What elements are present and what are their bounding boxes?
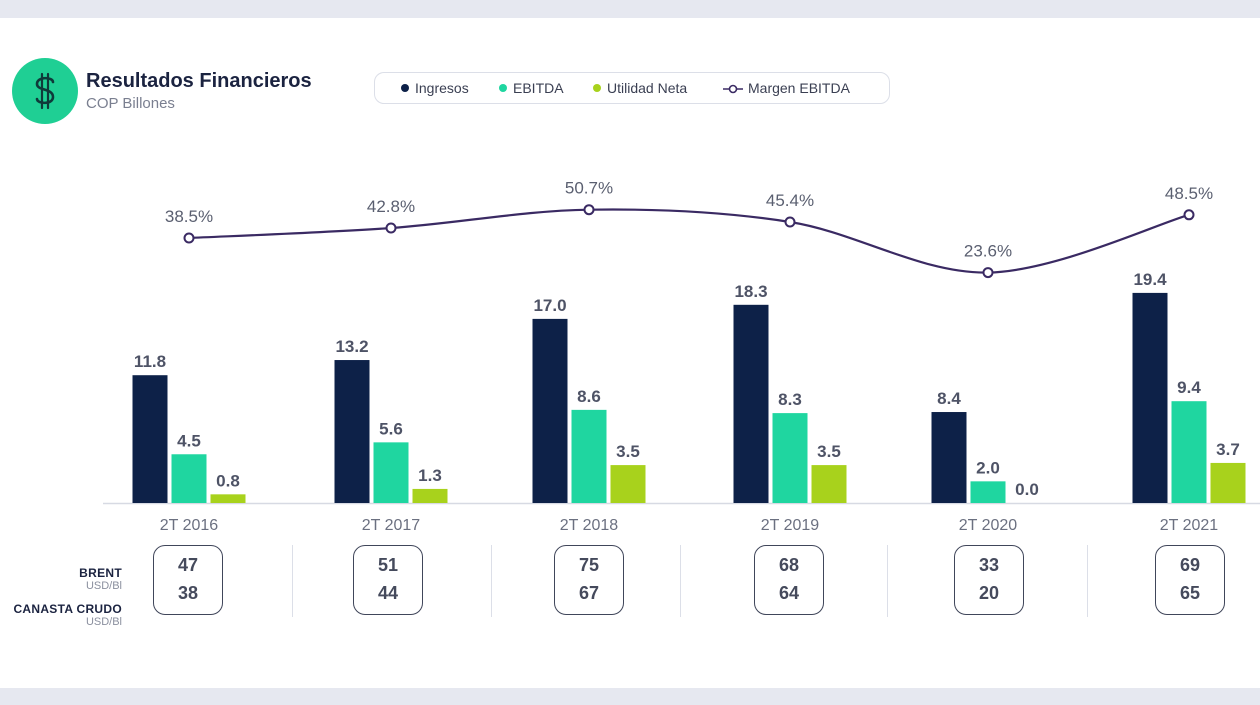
- column-separator: [887, 545, 888, 617]
- dollar-icon: [12, 58, 78, 124]
- bar-value-label: 0.8: [216, 471, 240, 490]
- legend-item-margen: Margen EBITDA: [723, 80, 850, 96]
- bar-value-label: 17.0: [533, 296, 566, 315]
- brent-price-value: 47: [177, 555, 199, 575]
- column-separator: [1087, 545, 1088, 617]
- bar-utilidad-neta: [412, 488, 448, 503]
- column-separator: [491, 545, 492, 617]
- bar-ebitda: [171, 454, 207, 503]
- legend-label-utilidad: Utilidad Neta: [607, 80, 688, 96]
- bar-ingresos: [132, 375, 168, 503]
- margen-ebitda-point: [982, 267, 994, 279]
- margen-ebitda-label: 38.5%: [165, 207, 213, 226]
- canasta-price-value: 65: [1179, 583, 1201, 603]
- bar-utilidad-neta: [1210, 462, 1246, 503]
- bar-value-label: 1.3: [418, 466, 442, 485]
- margen-ebitda-label: 45.4%: [766, 191, 814, 210]
- bar-value-label: 19.4: [1133, 270, 1167, 289]
- ebitda-dot-icon: [499, 84, 507, 92]
- legend-label-ingresos: Ingresos: [415, 80, 469, 96]
- canasta-price-value: 67: [578, 583, 600, 603]
- margen-ebitda-label: 23.6%: [964, 242, 1012, 261]
- margen-ebitda-point: [1183, 209, 1195, 221]
- canasta-price-value: 20: [978, 583, 1000, 603]
- bar-value-label: 3.7: [1216, 440, 1240, 459]
- margen-ebitda-point: [385, 222, 397, 234]
- column-separator: [292, 545, 293, 617]
- margen-ebitda-point: [784, 216, 796, 228]
- x-tick-label: 2T 2019: [761, 517, 820, 534]
- x-tick-label: 2T 2018: [560, 517, 619, 534]
- bar-value-label: 5.6: [379, 419, 403, 438]
- bar-value-label: 0.0: [1015, 480, 1039, 499]
- bar-value-label: 4.5: [177, 431, 201, 450]
- x-tick-label: 2T 2020: [959, 517, 1018, 534]
- ingresos-dot-icon: [401, 84, 409, 92]
- margen-ebitda-label: 42.8%: [367, 197, 415, 216]
- bar-ebitda: [373, 442, 409, 503]
- price-box: 51 44: [353, 545, 423, 615]
- canasta-unit: USD/Bl: [85, 616, 122, 628]
- bar-ingresos: [334, 360, 370, 503]
- canasta-label: CANASTA CRUDO: [13, 602, 122, 616]
- bar-value-label: 3.5: [616, 442, 640, 461]
- brent-unit: USD/Bl: [85, 580, 122, 592]
- bar-value-label: 3.5: [817, 442, 841, 461]
- margen-ebitda-line: [188, 208, 1190, 274]
- bar-ebitda: [970, 481, 1006, 503]
- legend: Ingresos EBITDA Utilidad Neta Margen EBI…: [374, 72, 890, 104]
- bar-ebitda: [772, 413, 808, 503]
- bar-value-label: 2.0: [976, 458, 1000, 477]
- canasta-price-value: 44: [377, 583, 399, 603]
- price-box: 69 65: [1155, 545, 1225, 615]
- margen-ebitda-label: 50.7%: [565, 179, 613, 198]
- x-tick-label: 2T 2017: [362, 517, 421, 534]
- bar-utilidad-neta: [210, 494, 246, 503]
- price-box: 47 38: [153, 545, 223, 615]
- page-title: Resultados Financieros: [86, 70, 312, 92]
- legend-label-margen: Margen EBITDA: [748, 80, 850, 96]
- x-tick-label: 2T 2016: [160, 517, 219, 534]
- bar-value-label: 9.4: [1177, 378, 1201, 397]
- bar-ingresos: [1132, 292, 1168, 503]
- column-separator: [680, 545, 681, 617]
- page-subtitle: COP Billones: [86, 95, 175, 112]
- canasta-price-value: 38: [177, 583, 199, 603]
- bar-value-label: 8.4: [937, 389, 961, 408]
- bar-value-label: 8.3: [778, 390, 802, 409]
- bar-ingresos: [733, 304, 769, 503]
- bar-value-label: 8.6: [577, 387, 601, 406]
- bar-value-label: 11.8: [134, 352, 166, 371]
- margen-ebitda-point: [183, 232, 195, 244]
- legend-label-ebitda: EBITDA: [513, 80, 564, 96]
- price-box: 75 67: [554, 545, 624, 615]
- bar-ebitda: [1171, 401, 1207, 503]
- bar-ingresos: [931, 412, 967, 503]
- brent-price-value: 75: [578, 555, 600, 575]
- bar-ebitda: [571, 409, 607, 503]
- margen-ebitda-point: [583, 204, 595, 216]
- brent-label: BRENT: [79, 566, 122, 580]
- price-box: 33 20: [954, 545, 1024, 615]
- legend-item-ebitda: EBITDA: [499, 80, 564, 96]
- price-box: 68 64: [754, 545, 824, 615]
- legend-item-utilidad: Utilidad Neta: [593, 80, 687, 96]
- legend-item-ingresos: Ingresos: [401, 80, 469, 96]
- bar-value-label: 13.2: [335, 337, 368, 356]
- bar-utilidad-neta: [610, 465, 646, 503]
- brent-price-value: 69: [1179, 555, 1201, 575]
- x-tick-label: 2T 2021: [1160, 517, 1219, 534]
- margen-ebitda-label: 48.5%: [1165, 184, 1213, 203]
- brent-price-value: 33: [978, 555, 1000, 575]
- bar-utilidad-neta: [811, 465, 847, 503]
- line-marker-icon: [723, 84, 743, 94]
- utilidad-dot-icon: [593, 84, 601, 92]
- bar-value-label: 18.3: [734, 282, 767, 301]
- brent-price-value: 68: [778, 555, 800, 575]
- canasta-price-value: 64: [778, 583, 800, 603]
- bar-ingresos: [532, 318, 568, 503]
- brent-price-value: 51: [377, 555, 399, 575]
